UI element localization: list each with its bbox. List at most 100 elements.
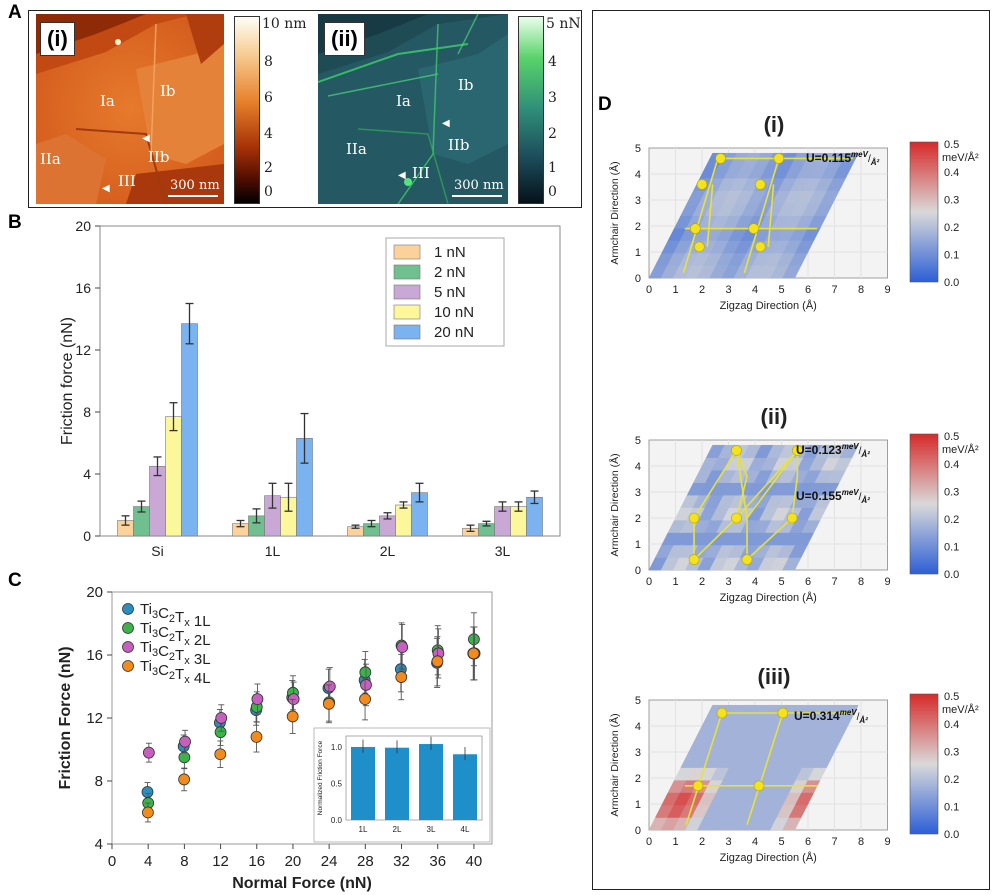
- y-tick-label: 16: [75, 280, 91, 296]
- colorbar-tick-label: 0.4: [944, 719, 959, 731]
- y-axis-label: Friction force (nN): [59, 317, 76, 445]
- panel-b-letter: B: [8, 212, 22, 233]
- sliding-point: [741, 554, 753, 565]
- scale-bar-label: 300 nm: [170, 178, 220, 193]
- sliding-point: [692, 780, 704, 792]
- legend-label: Ti3C2Tx 3L: [140, 639, 211, 668]
- data-point: [142, 806, 154, 819]
- arrow-marker: ◀: [398, 170, 406, 181]
- sliding-point: [731, 445, 742, 456]
- legend-marker: [122, 660, 134, 672]
- y-tick-label: 8: [83, 404, 91, 420]
- x-axis-label: Normal Force (nN): [232, 875, 372, 892]
- x-tick-label: 3: [725, 284, 731, 296]
- legend-swatch: [393, 244, 421, 260]
- colorbar-top-label: 5 nN: [546, 16, 581, 32]
- energy-map-i: (i) 0 1 2 3 4 5 6 7 8 9 0 1 2 3 4 5 Zigzag Direction (Å) A…: [608, 112, 979, 312]
- y-tick-label: 4: [635, 461, 641, 473]
- arrow-marker: ◀: [102, 183, 110, 194]
- map-title: (iii): [758, 664, 791, 689]
- region-label: IIa: [40, 150, 61, 168]
- legend-label: Ti3C2Tx 2L: [140, 620, 211, 649]
- colorbar-tick-label: 0.3: [944, 487, 959, 499]
- sliding-point: [688, 512, 700, 524]
- x-tick-label: 1L: [265, 543, 281, 559]
- data-point: [396, 641, 409, 654]
- inset-x-tick-label: 3L: [427, 825, 436, 834]
- colorbar-tick-label: 0.0: [944, 829, 959, 841]
- data-point: [215, 712, 228, 724]
- region-label: III: [118, 172, 136, 190]
- sliding-point: [696, 179, 708, 190]
- sliding-path: [693, 449, 748, 562]
- region-label: Ib: [160, 82, 176, 100]
- x-tick-label: 20: [285, 853, 302, 870]
- energy-colorbar: [909, 433, 939, 575]
- region-label: IIa: [346, 140, 367, 158]
- sliding-point: [688, 554, 700, 565]
- sliding-path: [746, 449, 799, 562]
- region-label: IIb: [448, 136, 470, 154]
- x-tick-label: Si: [151, 543, 163, 559]
- x-tick-label: 36: [429, 853, 446, 870]
- inset-bar: [419, 744, 443, 820]
- region-label: IIb: [148, 148, 170, 166]
- colorbar-tick-label: 0.4: [944, 167, 959, 179]
- topography-colorbar: [234, 16, 260, 204]
- x-tick-label: 5: [778, 576, 784, 588]
- x-tick-label: 6: [805, 284, 811, 296]
- y-tick-label: 4: [95, 836, 103, 853]
- x-tick-label: 1: [672, 284, 678, 296]
- x-tick-label: 7: [831, 576, 837, 588]
- y-tick-label: 20: [86, 584, 103, 601]
- legend-label: 1 nN: [434, 244, 466, 261]
- region-label: III: [412, 164, 430, 182]
- barrier-label: U=0.115meV/Å²: [806, 150, 880, 167]
- y-tick-label: 1: [635, 247, 641, 259]
- x-tick-label: 4: [144, 853, 152, 870]
- legend-swatch: [393, 324, 421, 340]
- data-point: [178, 751, 191, 764]
- data-point: [323, 680, 336, 693]
- inset-y-tick-label: 1.0: [331, 743, 343, 752]
- y-tick-label: 4: [635, 721, 641, 733]
- legend-label: 2 nN: [434, 264, 466, 281]
- sliding-point: [694, 241, 705, 253]
- y-tick-label: 1: [635, 799, 641, 811]
- y-tick-label: 4: [635, 169, 641, 181]
- y-tick-label: 12: [75, 342, 91, 358]
- colorbar-max-label: 0.5: [944, 691, 959, 703]
- sliding-point: [690, 223, 701, 234]
- region-label: Ia: [396, 92, 411, 110]
- colorbar-tick: 1: [548, 160, 557, 176]
- x-tick-label: 24: [321, 853, 338, 870]
- y-tick-label: 1: [635, 539, 641, 551]
- x-tick-label: 3: [725, 576, 731, 588]
- x-tick-label: 9: [884, 284, 890, 296]
- sliding-path: [735, 449, 798, 519]
- y-axis-label: Armchair Direction (Å): [608, 713, 621, 816]
- arrow-marker: ◀: [142, 133, 150, 144]
- y-tick-label: 5: [635, 435, 641, 447]
- bar: [181, 323, 198, 537]
- energy-colorbar: [909, 693, 939, 835]
- x-tick-label: 8: [180, 853, 188, 870]
- sliding-point: [755, 179, 766, 190]
- y-axis-label: Armchair Direction (Å): [608, 453, 621, 556]
- data-point: [178, 773, 191, 786]
- sliding-point: [715, 153, 726, 164]
- inset-bar: [453, 754, 477, 820]
- y-tick-label: 16: [86, 647, 103, 664]
- scale-bar: [168, 195, 218, 197]
- data-point: [286, 710, 299, 723]
- panel-a-i-tag: (i): [40, 22, 75, 56]
- y-tick-label: 0: [635, 273, 641, 285]
- x-tick-label: 2: [699, 836, 705, 848]
- region-label: Ia: [100, 92, 115, 110]
- sliding-point: [753, 780, 765, 792]
- map-title: (ii): [761, 404, 788, 429]
- colorbar-tick-label: 0.3: [944, 747, 959, 759]
- y-axis-label: Friction Force (nN): [57, 646, 74, 789]
- y-tick-label: 0: [83, 528, 91, 544]
- colorbar-tick-label: 0.1: [944, 802, 959, 814]
